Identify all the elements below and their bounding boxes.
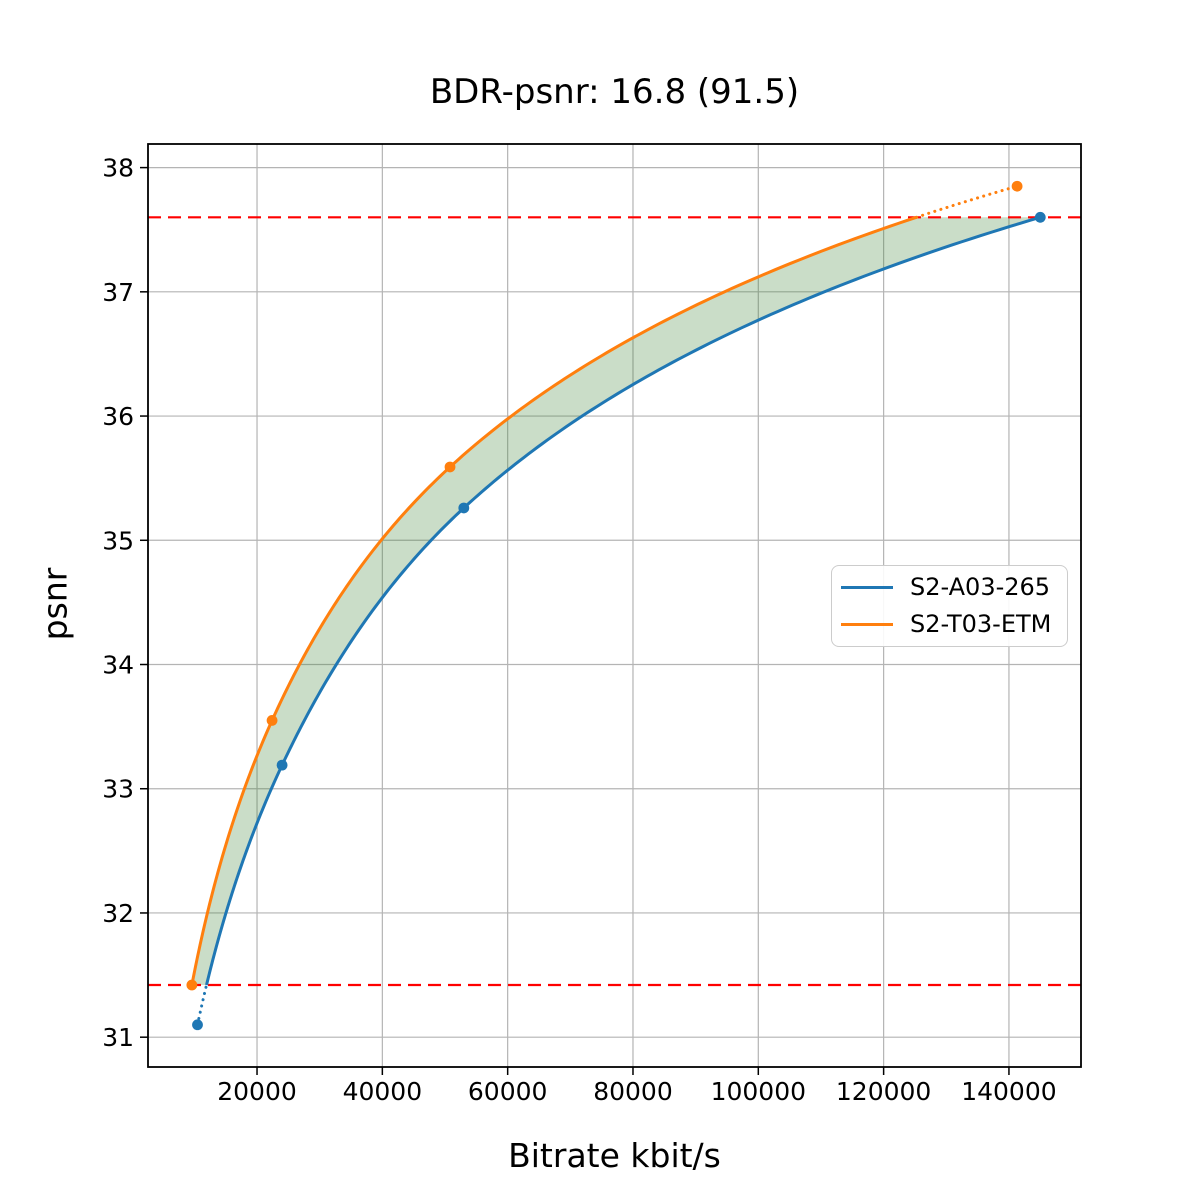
curve-s2-a03-265-extrapolated bbox=[196, 983, 209, 1027]
svg-text:37: 37 bbox=[102, 278, 134, 307]
svg-text:35: 35 bbox=[102, 526, 134, 555]
svg-text:38: 38 bbox=[102, 154, 134, 183]
svg-text:34: 34 bbox=[102, 651, 134, 680]
svg-text:60000: 60000 bbox=[468, 1077, 548, 1106]
svg-text:32: 32 bbox=[102, 899, 134, 928]
svg-text:36: 36 bbox=[102, 402, 134, 431]
x-axis-label: Bitrate kbit/s bbox=[508, 1136, 721, 1175]
legend-line-swatch-blue bbox=[841, 586, 893, 590]
svg-text:40000: 40000 bbox=[343, 1077, 423, 1106]
svg-text:31: 31 bbox=[102, 1023, 134, 1052]
chart-title: BDR-psnr: 16.8 (91.5) bbox=[429, 72, 800, 112]
svg-text:80000: 80000 bbox=[593, 1077, 673, 1106]
legend-item-s2-a03-265: S2-A03-265 bbox=[841, 572, 1067, 602]
data-points-s2-a03-265 bbox=[192, 211, 1046, 1031]
legend-item-s2-t03-etm: S2-T03-ETM bbox=[841, 609, 1067, 639]
legend: S2-A03-265 S2-T03-ETM bbox=[831, 565, 1068, 647]
overlap-bound-lines bbox=[148, 216, 1081, 987]
svg-text:20000: 20000 bbox=[217, 1077, 297, 1106]
bd-area-fill bbox=[191, 217, 1041, 986]
svg-text:120000: 120000 bbox=[836, 1077, 931, 1106]
y-axis-label: psnr bbox=[35, 567, 75, 641]
data-points-s2-t03-etm bbox=[186, 180, 1023, 991]
svg-text:100000: 100000 bbox=[711, 1077, 806, 1106]
legend-label-s2-t03-etm: S2-T03-ETM bbox=[910, 609, 1052, 638]
curve-s2-a03-265 bbox=[205, 215, 1041, 986]
svg-text:140000: 140000 bbox=[961, 1077, 1056, 1106]
legend-label-s2-a03-265: S2-A03-265 bbox=[910, 572, 1051, 601]
axes-spines bbox=[147, 143, 1082, 1068]
curve-s2-t03-etm-extrapolated bbox=[915, 184, 1019, 219]
svg-text:33: 33 bbox=[102, 775, 134, 804]
axis-ticks bbox=[140, 166, 1010, 1075]
curve-s2-t03-etm bbox=[190, 215, 917, 986]
tick-labels: 20000 40000 60000 80000 100000 120000 140000 31… bbox=[102, 154, 1056, 1106]
legend-line-swatch-orange bbox=[841, 622, 893, 626]
